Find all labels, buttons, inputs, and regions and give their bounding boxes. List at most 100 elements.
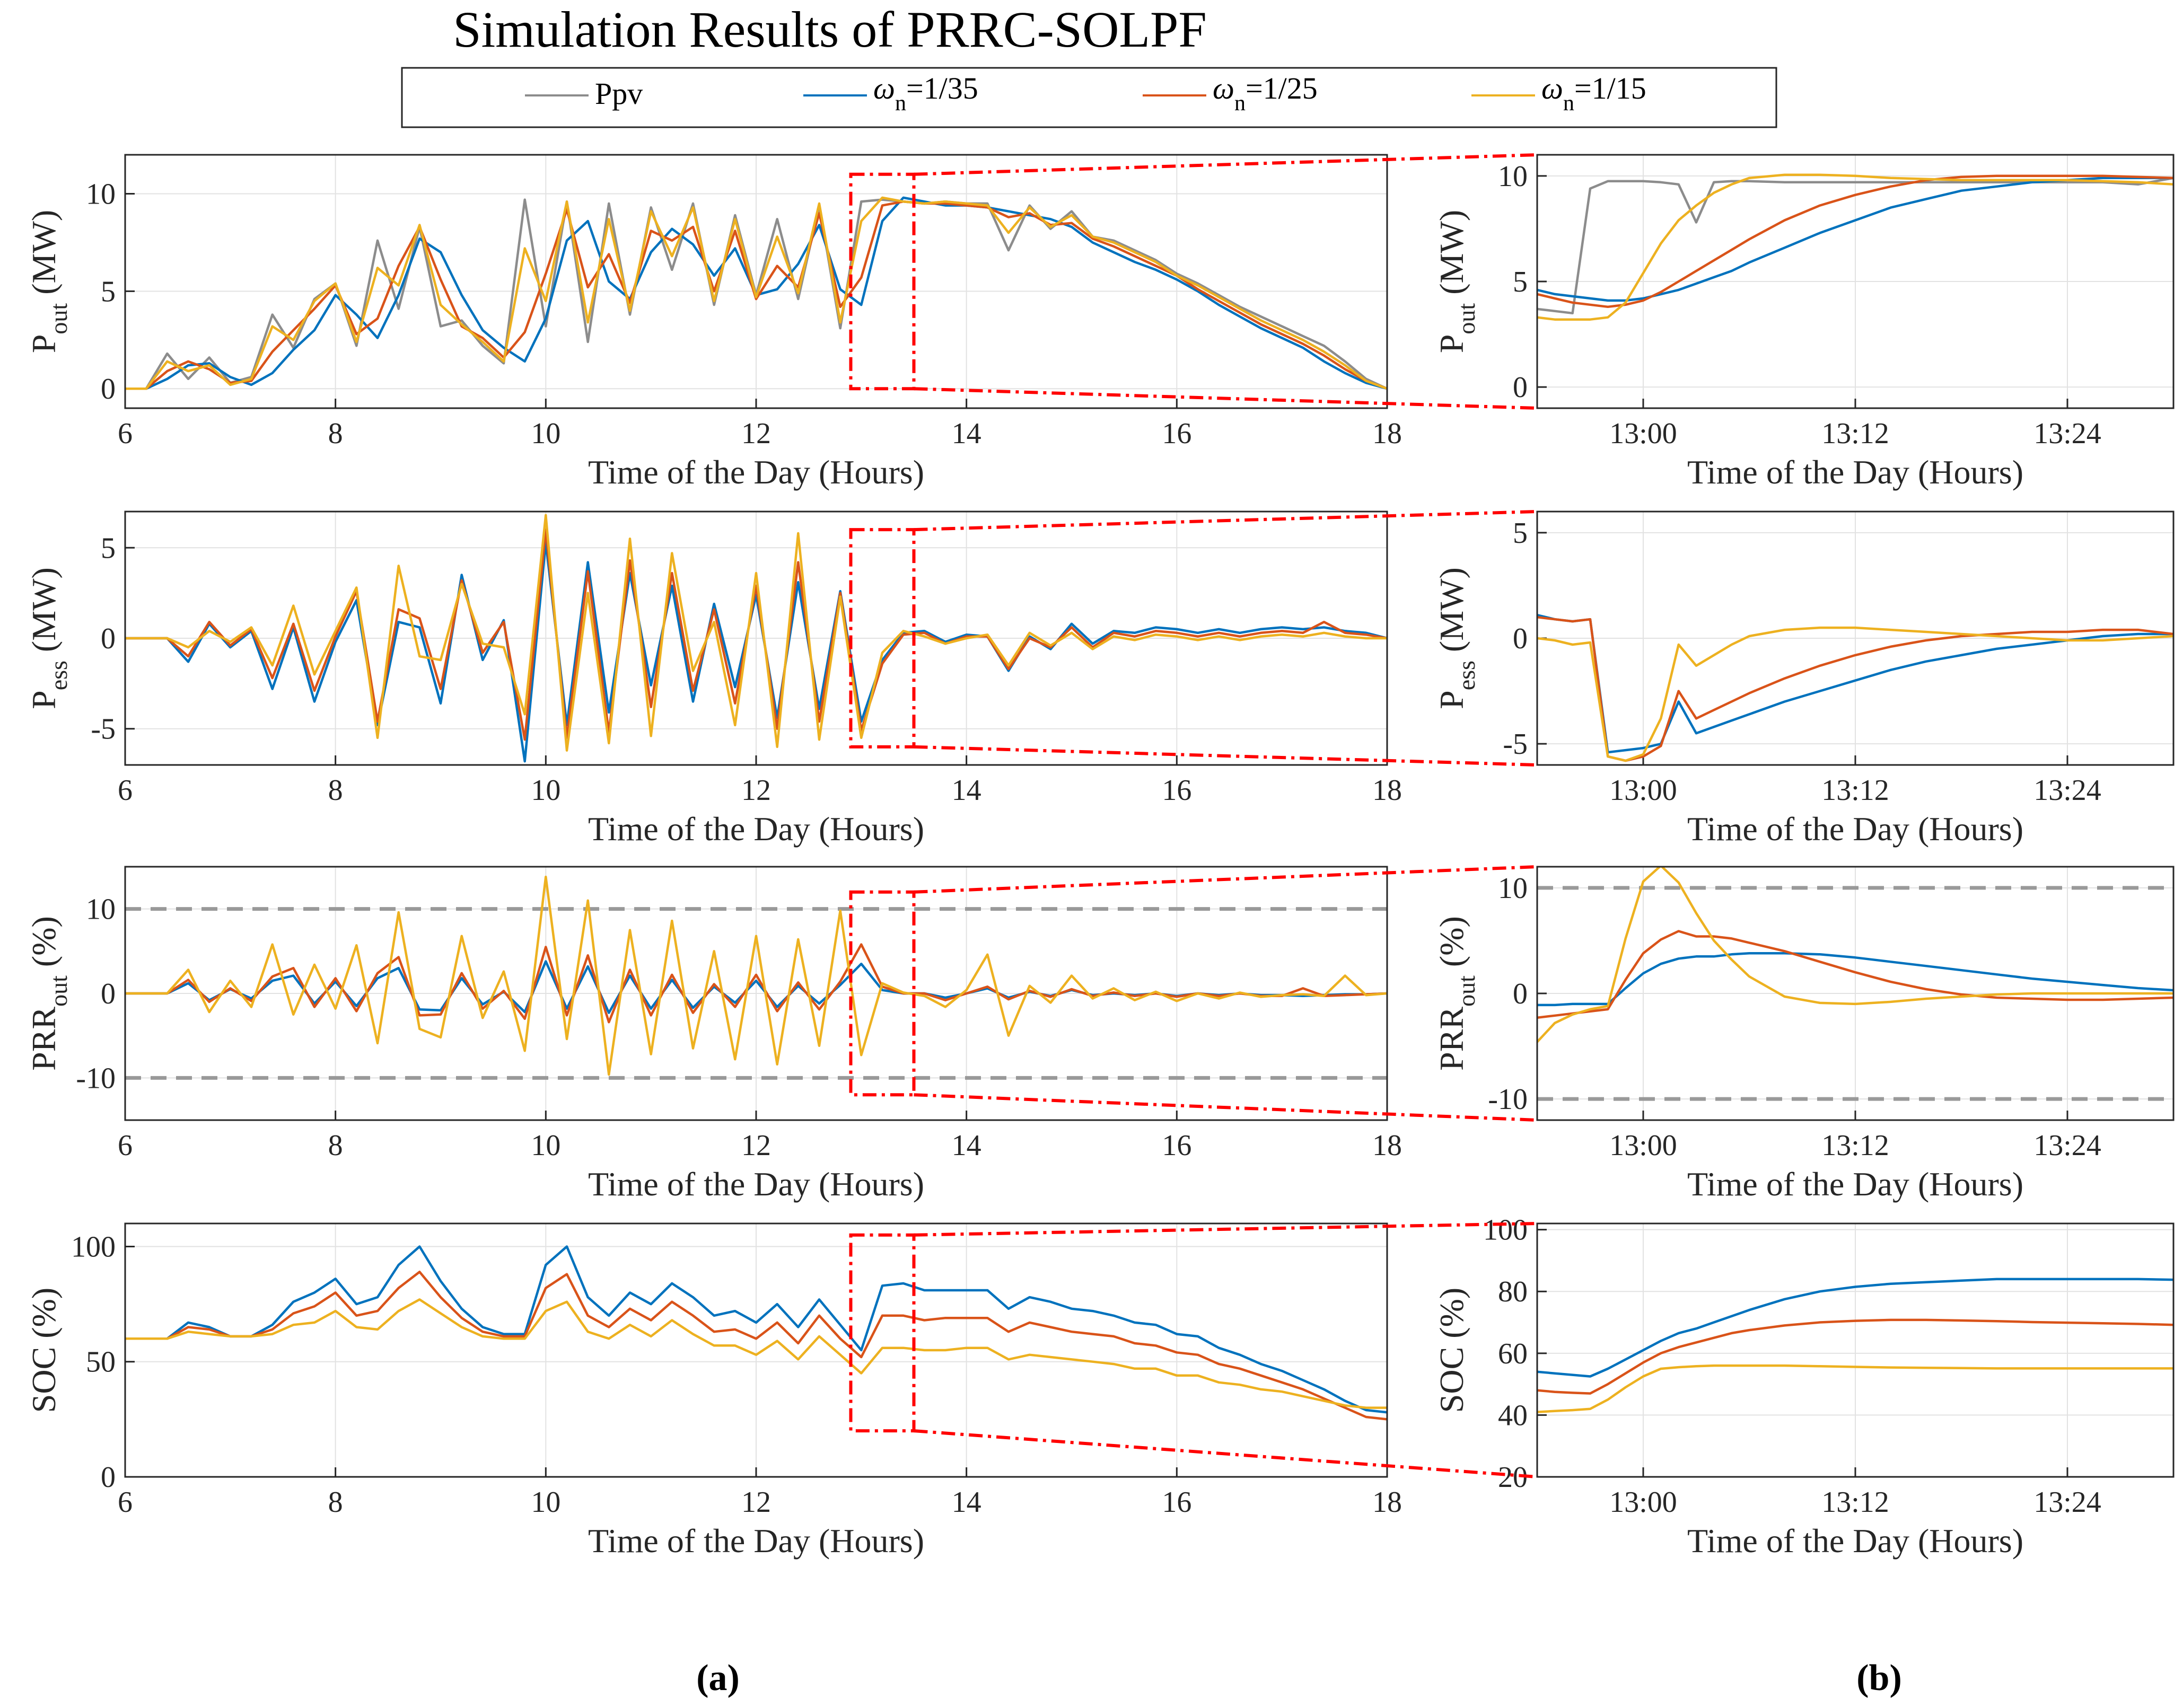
x-tick-label: 13:12 (1821, 774, 1889, 807)
axis-box (1536, 1222, 2175, 1478)
legend-box (401, 67, 1777, 128)
charts: 6 8 10 12 14 16 18 0 5 10 Time of the Day (Hours) P… (25, 153, 2175, 1560)
zoom-connector-top (914, 865, 1538, 894)
x-tick-label: 6 (118, 774, 133, 807)
series-line-w25 (125, 528, 1387, 741)
y-tick-label: 0 (101, 622, 116, 655)
x-tick-label: 10 (531, 774, 560, 807)
chart-lines-soc_zoom (1537, 1278, 2173, 1413)
legend-label-w35: ωn=1/35 (873, 71, 978, 116)
y-axis-label: Pout (MW) (1433, 210, 1480, 353)
series-line-w15 (1537, 173, 2173, 321)
series-line-w25 (125, 1271, 1387, 1421)
y-tick-label: 10 (1498, 160, 1528, 193)
x-tick-label: 13:24 (2033, 1486, 2101, 1519)
y-tick-label: 50 (86, 1346, 116, 1379)
zoom-connector-top (914, 153, 1538, 176)
y-tick-label: 60 (1498, 1337, 1528, 1370)
x-tick-label: 12 (741, 417, 771, 450)
x-tick-label: 13:00 (1609, 1129, 1677, 1162)
y-tick-label: 0 (1513, 371, 1528, 404)
axis-box (124, 1222, 1388, 1478)
x-tick-label: 10 (531, 1129, 560, 1162)
panel-label-b: (b) (1856, 1658, 1902, 1698)
chart-pout_zoom: 13:00 13:12 13:24 0 5 10 Time of the Day (Hour… (1433, 154, 2175, 491)
x-axis-label: Time of the Day (Hours) (1687, 1522, 2023, 1560)
y-tick-label: -10 (76, 1062, 116, 1095)
y-tick-label: 80 (1498, 1275, 1528, 1308)
x-axis-label: Time of the Day (Hours) (588, 453, 924, 491)
x-tick-label: 18 (1372, 774, 1402, 807)
x-tick-label: 12 (741, 1129, 771, 1162)
axis-box (1536, 866, 2175, 1121)
x-axis-label: Time of the Day (Hours) (1687, 1165, 2023, 1203)
zoom-indicator-soc_day (849, 1222, 1538, 1478)
x-tick-label: 8 (328, 1486, 343, 1519)
axis-box (1536, 510, 2175, 766)
x-tick-label: 16 (1162, 1129, 1191, 1162)
x-tick-label: 13:12 (1821, 1129, 1889, 1162)
x-tick-label: 13:00 (1609, 417, 1677, 450)
axis-box (124, 866, 1388, 1121)
legend-label-ppv: Ppv (595, 76, 643, 111)
zoom-indicator-prr_day (849, 865, 1538, 1122)
y-tick-label: -5 (91, 713, 116, 746)
zoom-connector-bottom (914, 1093, 1538, 1122)
chart-prr_day: 6 8 10 12 14 16 18 -10 0 10 Time of the Day (Hours… (25, 866, 1402, 1203)
series-line-w25 (1537, 930, 2173, 1019)
y-tick-label: -10 (1488, 1083, 1528, 1116)
legend: Ppv ωn=1/35 ωn=1/25 ωn=1/15 (401, 67, 1777, 128)
zoom-window (849, 528, 916, 749)
zoom-connector-bottom (914, 745, 1538, 767)
series-line-w15 (125, 875, 1387, 1076)
x-tick-label: 13:00 (1609, 1486, 1677, 1519)
series-line-w15 (1537, 626, 2173, 762)
y-axis-label: PRRout (%) (25, 916, 72, 1071)
legend-label-w15: ωn=1/15 (1541, 71, 1646, 116)
y-axis-label: PRRout (%) (1433, 916, 1480, 1071)
x-tick-label: 6 (118, 1486, 133, 1519)
zoom-connector-top (914, 510, 1538, 532)
axis-box (124, 154, 1388, 409)
series-line-w15 (125, 196, 1387, 390)
y-tick-label: 20 (1498, 1461, 1528, 1494)
x-tick-label: 10 (531, 1486, 560, 1519)
series-line-w35 (125, 541, 1387, 763)
x-tick-label: 13:24 (2033, 774, 2101, 807)
zoom-connector-bottom (914, 1429, 1538, 1478)
chart-soc_zoom: 13:00 13:12 13:24 20 40 60 80 100 Time of the Da… (1433, 1214, 2175, 1560)
zoom-window (849, 890, 916, 1097)
series-line-w15 (125, 514, 1387, 752)
chart-lines-soc_day (125, 1245, 1387, 1421)
series-line-w35 (1537, 177, 2173, 302)
zoom-indicator-pess_day (849, 510, 1538, 767)
x-tick-label: 13:24 (2033, 417, 2101, 450)
chart-pess_zoom: 13:00 13:12 13:24 -5 0 5 Time of the Day (Hour… (1433, 510, 2175, 848)
chart-pess_day: 6 8 10 12 14 16 18 -5 0 5 Time of the Day (Hours) P… (25, 510, 1402, 848)
series-line-w25 (125, 943, 1387, 1024)
x-tick-label: 18 (1372, 1129, 1402, 1162)
series-line-w15 (125, 1298, 1387, 1409)
x-tick-label: 14 (952, 417, 981, 450)
panel-label-a: (a) (696, 1658, 740, 1698)
axis-box (124, 510, 1388, 766)
chart-lines-pout_day (125, 196, 1387, 390)
x-tick-label: 8 (328, 1129, 343, 1162)
zoom-indicator-pout_day (849, 153, 1538, 410)
y-axis-label: Pess (MW) (1433, 567, 1480, 709)
x-axis-label: Time of the Day (Hours) (1687, 453, 2023, 491)
y-tick-label: 40 (1498, 1399, 1528, 1432)
x-tick-label: 18 (1372, 1486, 1402, 1519)
x-tick-label: 6 (118, 417, 133, 450)
y-tick-label: 0 (1513, 978, 1528, 1010)
y-axis-label: SOC (%) (25, 1288, 63, 1413)
y-tick-label: 0 (101, 373, 116, 406)
x-tick-label: 14 (952, 1486, 981, 1519)
x-tick-label: 10 (531, 417, 560, 450)
figure-title: Simulation Results of PRRC-SOLPF (453, 1, 1207, 58)
y-tick-label: 10 (1498, 872, 1528, 905)
y-tick-label: 100 (1483, 1214, 1528, 1247)
x-axis-label: Time of the Day (Hours) (588, 810, 924, 848)
chart-prr_zoom: 13:00 13:12 13:24 -10 0 10 Time of the Day (Ho… (1433, 866, 2175, 1203)
chart-soc_day: 6 8 10 12 14 16 18 0 50 100 Time of the Day (Hours… (25, 1222, 1402, 1560)
